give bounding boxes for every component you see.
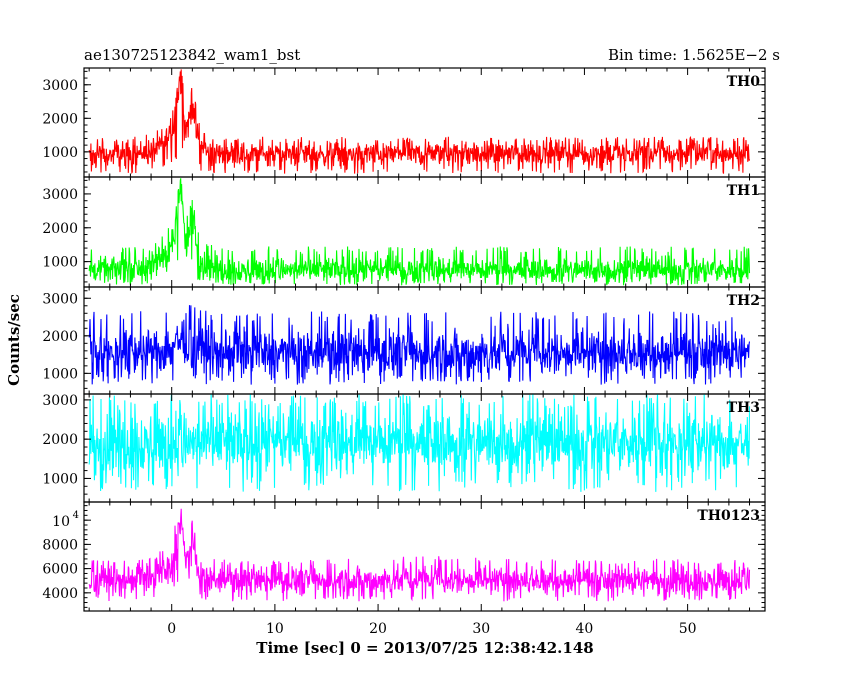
x-tick-label: 0 <box>167 621 176 637</box>
y-tick-label: 2000 <box>42 432 78 448</box>
x-tick-label: 20 <box>369 621 387 637</box>
panel-th1: 1000 2000 3000 TH1 <box>42 176 766 288</box>
y-axis-label: Counts/sec <box>5 294 23 386</box>
y-tick-label: 2000 <box>42 221 78 237</box>
panel-th0: 1000 2000 3000 TH0 <box>42 67 766 178</box>
y-tick-label: 2000 <box>42 329 78 345</box>
panel-label: TH3 <box>727 400 760 416</box>
panel-label: TH1 <box>727 183 760 199</box>
y-tick-label: 1000 <box>42 366 78 382</box>
y-tick-label: 1000 <box>42 255 78 271</box>
y-tick-exponent: 4 <box>73 510 79 521</box>
x-tick-label: 10 <box>266 621 284 637</box>
y-tick-label: 4000 <box>42 586 78 602</box>
x-tick-label: 50 <box>679 621 697 637</box>
series-line-th0123 <box>88 508 751 602</box>
y-tick-label: 6000 <box>42 562 78 578</box>
y-tick-label: 3000 <box>42 291 78 307</box>
panel-frame <box>83 501 766 612</box>
header-right: Bin time: 1.5625E−2 s <box>608 46 780 64</box>
y-tick-label: 3000 <box>42 393 78 409</box>
header-left: ae130725123842_wam1_bst <box>84 46 300 64</box>
y-tick-label: 2000 <box>42 111 78 127</box>
y-tick-label: 1000 <box>42 145 78 161</box>
y-tick-label: 3000 <box>42 187 78 203</box>
y-tick-label: 1000 <box>42 471 78 487</box>
panel-th0123: 4000 6000 8000 10 4 TH0123 <box>42 501 766 612</box>
series-line-th2 <box>88 305 751 385</box>
x-tick-label: 40 <box>576 621 594 637</box>
x-axis-label: Time [sec] 0 = 2013/07/25 12:38:42.148 <box>256 639 593 657</box>
y-tick-label: 8000 <box>42 537 78 553</box>
y-tick-label: 3000 <box>42 78 78 94</box>
panel-label: TH2 <box>727 293 760 309</box>
panels-group: 1000 2000 3000 TH0 1000 2000 3000 TH1 1000 2000 30… <box>42 67 766 637</box>
panel-th2: 1000 2000 3000 TH2 <box>42 286 766 395</box>
series-line-th0 <box>88 69 751 175</box>
x-tick-label: 30 <box>472 621 490 637</box>
panel-label: TH0 <box>727 74 761 90</box>
panel-th3: 1000 2000 3000 TH3 <box>42 393 766 503</box>
series-line-th1 <box>88 178 751 286</box>
panel-label: TH0123 <box>697 508 760 524</box>
series-line-th3 <box>88 394 751 492</box>
y-tick-label: 10 <box>52 514 70 530</box>
